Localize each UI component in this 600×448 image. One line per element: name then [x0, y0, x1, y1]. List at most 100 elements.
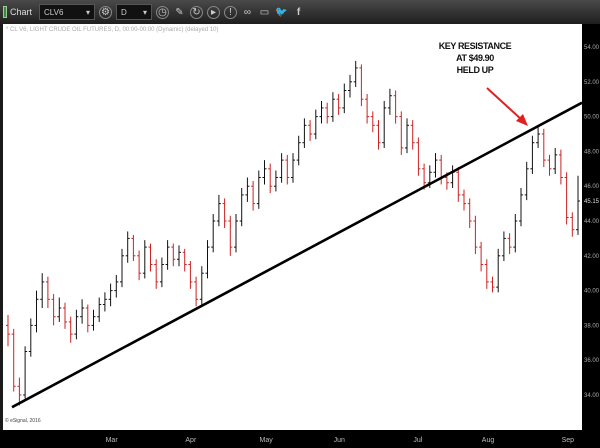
ohlc-bar — [40, 273, 45, 308]
ohlc-bar — [496, 248, 501, 293]
last-price-label: 45.15 — [584, 199, 600, 205]
ohlc-bar — [382, 100, 387, 148]
symbol-input[interactable]: CLV6 ▾ — [39, 4, 95, 20]
comment-icon[interactable]: ▭ — [259, 6, 270, 18]
trendline[interactable] — [11, 101, 583, 409]
chart-toolbar: Chart CLV6 ▾ ⚙ D ▾ ◷ ✎ ↻ ▸ ! ∞ ▭ 🐦 f — [0, 0, 600, 24]
interval-select[interactable]: D ▾ — [116, 4, 152, 20]
ohlc-bar — [473, 215, 478, 255]
chevron-down-icon[interactable]: ▾ — [142, 7, 147, 17]
ohlc-bar — [553, 147, 558, 175]
annotation-line: HELD UP — [456, 65, 494, 75]
link-icon[interactable]: ∞ — [243, 6, 252, 18]
window-title: Chart — [3, 6, 35, 18]
ohlc-bar — [433, 153, 438, 178]
play-icon[interactable]: ▸ — [207, 5, 220, 19]
annotation-line: KEY RESISTANCE — [438, 41, 512, 51]
alert-icon[interactable]: ! — [224, 5, 237, 19]
ohlc-bar — [479, 241, 484, 272]
ohlc-bar — [188, 261, 193, 289]
ohlc-bar — [490, 276, 495, 293]
ohlc-bar — [467, 198, 472, 228]
ohlc-bar — [171, 243, 176, 267]
ohlc-bar — [376, 120, 381, 150]
twitter-icon[interactable]: 🐦 — [275, 6, 288, 18]
ohlc-bar — [137, 250, 142, 281]
y-tick-label: 52.00 — [584, 80, 600, 86]
ohlc-bar — [51, 294, 56, 326]
y-tick-labels: 34.00 36.00 38.00 40.00 42.00 44.00 46.00 48.00… — [584, 45, 600, 399]
ohlc-bar — [142, 240, 147, 279]
ohlc-bar — [102, 292, 107, 312]
ohlc-bar — [558, 149, 563, 185]
y-tick-label: 40.00 — [584, 289, 600, 295]
ohlc-bar — [342, 83, 347, 114]
ohlc-bar — [256, 170, 261, 209]
annotation-text: KEY RESISTANCE AT $49.90 HELD UP — [430, 40, 520, 76]
ohlc-bar — [251, 180, 256, 211]
ohlc-bar — [296, 135, 301, 166]
ohlc-bar — [228, 215, 233, 256]
arrow-head — [516, 114, 528, 126]
price-chart[interactable]: 34.00 36.00 38.00 40.00 42.00 44.00 46.00 48.00… — [0, 24, 600, 448]
x-tick-label: May — [260, 437, 274, 444]
ohlc-bar — [45, 276, 50, 308]
ohlc-bar — [85, 304, 90, 333]
window-title-text: Chart — [10, 7, 33, 17]
settings-icon[interactable]: ⚙ — [99, 5, 112, 19]
x-tick-label: Jul — [413, 437, 422, 444]
ohlc-bar — [359, 64, 364, 107]
ohlc-bar — [11, 328, 16, 392]
x-tick-label: Jun — [334, 437, 345, 444]
ohlc-bar — [97, 297, 102, 322]
chevron-down-icon[interactable]: ▾ — [85, 7, 90, 17]
ohlc-bar — [530, 135, 535, 175]
ohlc-bar — [308, 120, 313, 141]
ohlc-bar — [114, 274, 119, 298]
ohlc-bar — [91, 309, 96, 331]
ohlc-bar — [541, 128, 546, 168]
y-tick-label: 50.00 — [584, 115, 600, 121]
y-tick-label: 42.00 — [584, 254, 600, 260]
ohlc-bar — [319, 100, 324, 124]
ohlc-bar — [365, 93, 370, 124]
ohlc-bar — [456, 167, 461, 202]
x-tick-label: Mar — [106, 437, 119, 444]
price-axis[interactable] — [582, 24, 600, 448]
ohlc-bar — [336, 93, 341, 115]
ohlc-bar — [348, 74, 352, 98]
ohlc-bar — [239, 187, 244, 227]
facebook-icon[interactable]: f — [296, 6, 301, 18]
clock-icon[interactable]: ◷ — [156, 5, 169, 19]
ohlc-bar — [325, 102, 330, 124]
ohlc-bar — [410, 120, 415, 150]
ohlc-bar — [6, 314, 10, 347]
ohlc-bar — [519, 187, 523, 227]
chart-info-line: * CL V6, LIGHT CRUDE OIL FUTURES, D, 00:… — [6, 27, 219, 33]
y-tick-label: 36.00 — [584, 358, 600, 364]
ohlc-bar — [23, 346, 28, 399]
ohlc-bar — [513, 214, 518, 253]
ohlc-bar — [199, 266, 204, 305]
refresh-icon[interactable]: ↻ — [190, 5, 203, 19]
ohlc-bar — [291, 153, 295, 183]
ohlc-bar — [205, 240, 210, 279]
ohlc-bar — [216, 194, 221, 227]
pencil-icon[interactable]: ✎ — [175, 6, 184, 18]
ohlc-bar — [194, 276, 199, 307]
ohlc-bar — [131, 234, 136, 262]
ohlc-bars — [6, 60, 580, 406]
grip-icon[interactable] — [3, 6, 7, 18]
ohlc-bar — [57, 297, 62, 322]
y-tick-label: 38.00 — [584, 323, 600, 329]
y-tick-label: 54.00 — [584, 45, 600, 51]
time-axis[interactable] — [0, 430, 600, 448]
plot-area — [3, 24, 582, 430]
symbol-value: CLV6 — [44, 7, 64, 17]
ohlc-bar — [576, 175, 580, 235]
x-tick-label: Sep — [562, 437, 575, 444]
ohlc-bar — [165, 240, 170, 270]
ohlc-bar — [262, 160, 267, 185]
ohlc-bar — [507, 233, 512, 255]
ohlc-bar — [405, 118, 409, 154]
